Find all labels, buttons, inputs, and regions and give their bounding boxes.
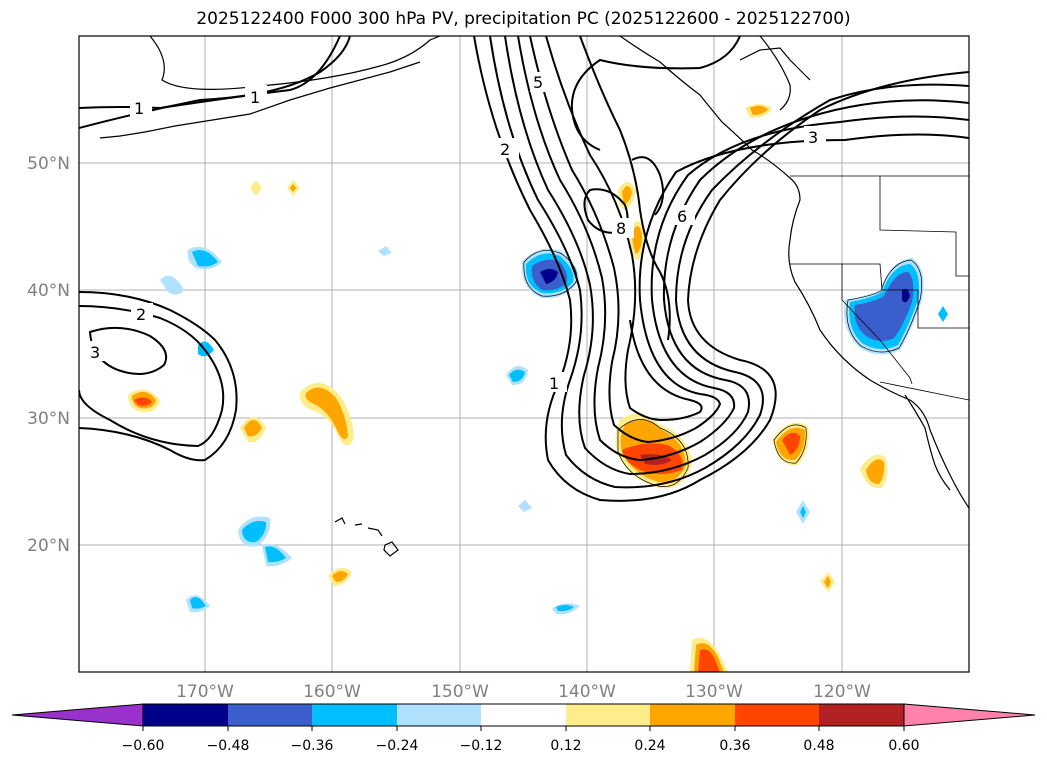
pv-contour-5-trough [529,36,969,444]
lon-label-120w: 120°W [813,682,871,702]
california-nevada-border [841,264,913,385]
pv-contour-northern-loop [570,36,741,151]
pv-contours [79,36,969,502]
pv-label-3-west: 3 [90,343,100,362]
pv-contour-6-trough [545,36,703,422]
political-borders [790,175,969,401]
coastlines [99,36,969,557]
colorbar-swatch [735,704,819,726]
pv-contour-2-west [79,291,238,462]
colorbar-swatch [650,704,735,726]
colorbar-tick-label: −0.36 [291,738,334,754]
colorbar-swatch [566,704,650,726]
state-border-central [790,263,969,329]
colorbar-tick-labels: −0.60 −0.48 −0.36 −0.24 −0.12 0.12 0.24 … [122,738,920,754]
pv-label-8: 8 [616,219,626,238]
precip-positive-3 [772,422,809,466]
map-frame [78,35,970,673]
precip-positive-small [250,180,835,592]
colorbar: −0.60 −0.48 −0.36 −0.24 −0.12 0.12 0.24 … [11,703,1036,754]
lon-label-140w: 140°W [558,682,616,702]
lon-label-160w: 160°W [303,682,361,702]
precip-positive-4 [860,454,888,489]
precip-positive-2 [615,413,692,489]
pv-contour-inner-2 [631,156,665,216]
lon-label-150w: 150°W [431,682,489,702]
colorbar-swatch [228,704,312,726]
colorbar-tick-label: 0.60 [888,738,919,754]
colorbar-swatch [312,704,397,726]
lat-label-30n: 30°N [27,409,70,429]
precip-positive-7 [299,382,354,446]
precip-positive-5 [690,637,728,672]
precip-negative-4 [160,246,810,615]
hawaiian-islands [334,517,399,557]
colorbar-tick-label: −0.48 [207,738,250,754]
north-america-west-coast [619,36,969,509]
lon-label-130w: 130°W [685,682,743,702]
precip-positive-8 [240,417,266,443]
bc-coast [759,36,791,111]
colorbar-tick-label: 0.36 [719,738,750,754]
canada-coast-islands [739,47,811,81]
pv-label-3-east: 3 [808,128,818,147]
pv-label-6: 6 [677,207,687,226]
baja-california [904,394,951,491]
map-area [79,36,969,672]
pv-contour-inner [579,36,671,341]
pv-contour-labels: 1 1 2 3 5 2 8 6 3 1 [86,72,826,393]
chart-title: 2025122400 F000 300 hPa PV, precipitatio… [196,9,851,29]
colorbar-extend-low [11,703,144,727]
lat-label-40n: 40°N [27,281,70,301]
colorbar-swatch [143,704,228,726]
colorbar-swatch [481,704,566,726]
pv-contour-3-trough [504,36,969,476]
us-mexico-border [879,381,969,401]
pv-contour-3-west [88,326,168,375]
pv-label-1-b: 1 [250,88,260,107]
precip-positive-10 [745,104,772,118]
colorbar-swatch [397,704,481,726]
colorbar-tick-label: 0.48 [803,738,834,754]
colorbar-tick-label: −0.24 [376,738,419,754]
state-border-north [879,176,969,277]
pv-contour-2-trough [489,36,969,489]
colorbar-tick-label: −0.60 [122,738,165,754]
aleutian-islands [99,61,421,139]
colorbar-tick-label: 0.24 [634,738,665,754]
colorbar-tick-label: 0.12 [550,738,581,754]
pv-contour-1-trough [473,36,969,502]
pv-label-1-trough: 1 [549,374,559,393]
colorbar-swatch [819,704,904,726]
lat-label-50n: 50°N [27,154,70,174]
pv-label-1: 1 [134,99,144,118]
colorbar-extend-high [903,703,1036,727]
precip-negative-3 [238,516,292,567]
longitude-labels: 170°W 160°W 150°W 140°W 130°W 120°W [176,682,871,702]
lat-label-20n: 20°N [27,536,70,556]
pv-label-2-trough: 2 [500,140,510,159]
pv-label-2-west: 2 [136,305,146,324]
precip-negative-2 [844,258,948,355]
colorbar-tick-label: −0.12 [460,738,503,754]
precip-negative-1 [521,248,579,299]
pv-label-5: 5 [533,73,543,92]
precip-positive-6 [128,389,160,413]
latitude-labels: 50°N 40°N 30°N 20°N [27,154,70,556]
colorbar-ticks [142,726,905,731]
lon-label-170w: 170°W [176,682,234,702]
pv-contour-2-west-b [79,305,225,448]
precip-anomaly-fills [128,104,948,672]
colorbar-outline [142,703,905,727]
